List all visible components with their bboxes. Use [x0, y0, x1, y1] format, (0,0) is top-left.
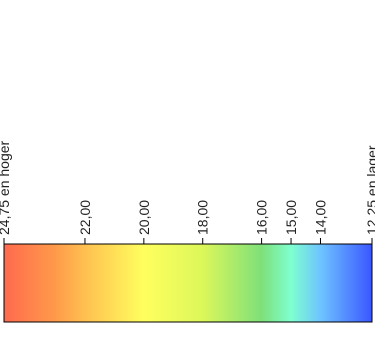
tick-label-7: 12,25 en lager — [364, 145, 375, 235]
tick-label-4: 16,00 — [254, 200, 270, 235]
tick-label-0: 24,75 en hoger — [0, 140, 12, 235]
tick-label-6: 14,00 — [312, 200, 328, 235]
tick-label-5: 15,00 — [283, 200, 299, 235]
tick-label-1: 22,00 — [77, 200, 93, 235]
colorbar-bar — [3, 243, 373, 323]
colorbar-ticks: 24,75 en hoger 22,00 20,00 18,00 16,00 15,00 1… — [0, 140, 375, 244]
tick-label-2: 20,00 — [136, 200, 152, 235]
tick-label-3: 18,00 — [195, 200, 211, 235]
